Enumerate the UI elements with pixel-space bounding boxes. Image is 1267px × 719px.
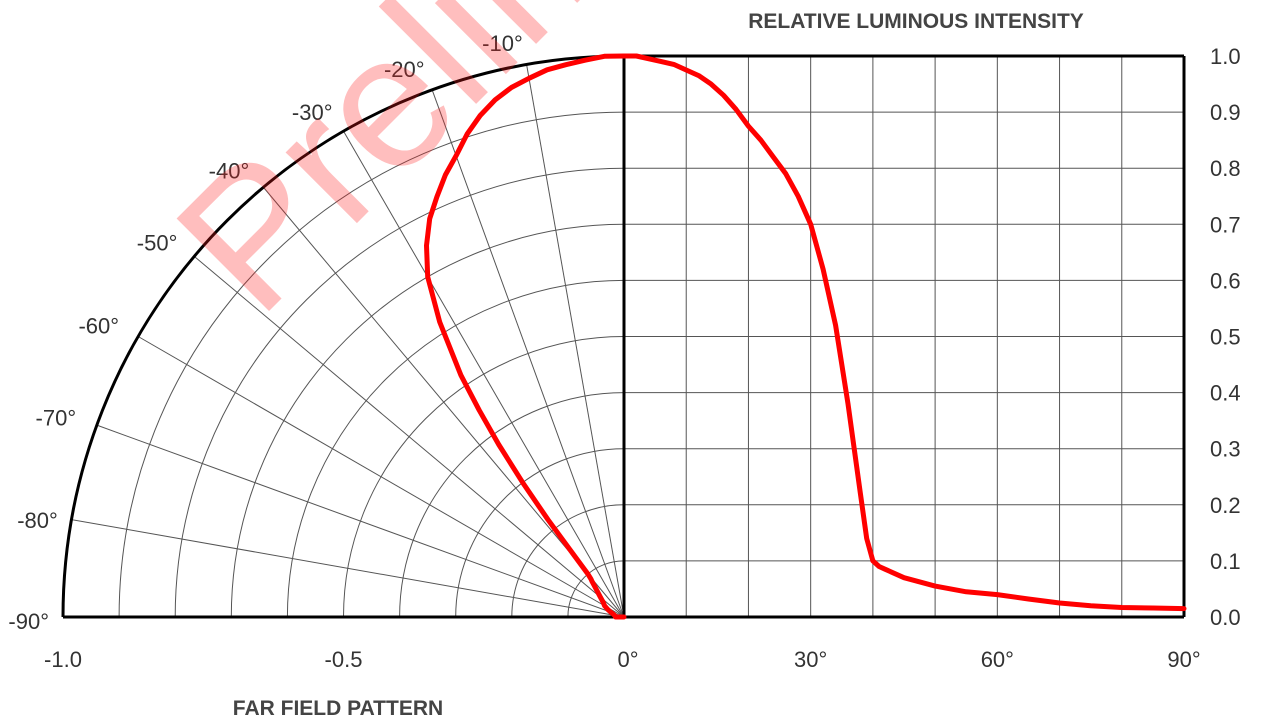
polar-grid-arc [343, 336, 625, 618]
polar-grid-spoke [343, 130, 625, 618]
polar-grid-arc [230, 223, 625, 618]
polar-grid-arc [455, 448, 625, 618]
x-axis-title: FAR FIELD PATTERN [233, 697, 443, 719]
angle-tick-label: -50° [137, 230, 178, 255]
angle-tick-label: -60° [78, 314, 119, 339]
chart-title: RELATIVE LUMINOUS INTENSITY [748, 10, 1084, 33]
angle-tick-label: -10° [482, 31, 523, 56]
polar-grid-spoke [193, 256, 625, 618]
far-field-polar-curve [424, 53, 627, 620]
watermark-text: Prelim [137, 0, 668, 351]
x-axis-tick-label: 30° [794, 647, 827, 672]
y-axis-tick-label: 0.7 [1210, 212, 1241, 237]
angle-tick-label: -40° [209, 158, 250, 183]
y-axis-tick-label: 0.6 [1210, 268, 1241, 293]
tick-labels: -10° -20° -30° -40° -50° -60° -70° -80° -90° -1.0… [8, 31, 1240, 672]
polar-grid-arc [567, 560, 625, 618]
x-axis-tick-label: -0.5 [325, 647, 363, 672]
grid [71, 56, 1184, 618]
polar-grid-arc [118, 111, 625, 618]
polar-grid-spoke [137, 336, 625, 618]
polar-grid-spoke [431, 89, 625, 618]
x-axis-tick-label: -1.0 [44, 647, 82, 672]
angle-tick-label: -20° [384, 57, 425, 82]
y-axis-tick-label: 0.4 [1210, 381, 1241, 406]
angle-tick-label: -80° [17, 508, 58, 533]
y-axis-tick-label: 0.1 [1210, 549, 1241, 574]
x-axis-tick-label: 0° [617, 647, 638, 672]
y-axis-tick-label: 0.0 [1210, 605, 1241, 630]
angle-tick-label: -30° [292, 100, 333, 125]
y-axis-tick-label: 1.0 [1210, 44, 1241, 69]
y-axis-tick-label: 0.8 [1210, 156, 1241, 181]
y-axis-tick-label: 0.3 [1210, 437, 1241, 462]
y-axis-tick-label: 0.9 [1210, 100, 1241, 125]
x-axis-tick-label: 60° [981, 647, 1014, 672]
polar-grid-arc [511, 504, 625, 618]
y-axis-tick-label: 0.2 [1210, 493, 1241, 518]
intensity-curve [621, 53, 1187, 612]
angle-tick-label: -90° [8, 609, 49, 634]
series [424, 53, 1187, 620]
polar-outer-arc [61, 54, 625, 618]
polar-grid-spoke [526, 64, 625, 618]
y-axis-tick-label: 0.5 [1210, 325, 1241, 350]
polar-grid-arc [174, 167, 625, 618]
polar-grid-arc [286, 279, 625, 618]
x-axis-tick-label: 90° [1167, 647, 1200, 672]
angle-tick-label: -70° [36, 406, 77, 431]
polar-grid-spoke [71, 519, 625, 618]
polar-grid-spoke [96, 424, 625, 618]
polar-grid-arc [399, 392, 625, 618]
